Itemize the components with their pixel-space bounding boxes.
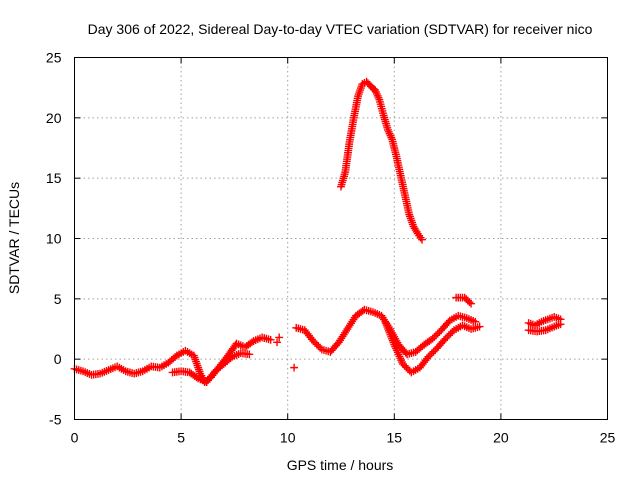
x-tick-label: 25 — [600, 430, 616, 446]
data-point — [467, 299, 475, 308]
y-tick-label: -5 — [49, 412, 62, 428]
data-point — [556, 320, 565, 329]
x-tick-label: 0 — [71, 430, 79, 446]
x-tick-label: 15 — [387, 430, 403, 446]
grid — [74, 57, 608, 420]
y-tick-label: 20 — [46, 110, 62, 126]
x-tick-label: 5 — [177, 430, 185, 446]
x-tick-label: 20 — [493, 430, 509, 446]
data-point — [275, 333, 284, 342]
y-tick-label: 0 — [54, 351, 62, 367]
y-axis-label: SDTVAR / TECUs — [6, 182, 22, 294]
data-point — [290, 363, 298, 372]
data-point — [245, 350, 254, 359]
y-tick-label: 25 — [46, 50, 62, 66]
data-point — [266, 335, 275, 344]
data-points — [70, 77, 565, 386]
y-tick-label: 5 — [54, 291, 62, 307]
data-point — [273, 338, 281, 347]
x-axis-label: GPS time / hours — [287, 457, 394, 473]
y-tick-label: 10 — [46, 231, 62, 247]
data-point — [418, 235, 426, 244]
y-tick-label: 15 — [46, 170, 62, 186]
chart-title: Day 306 of 2022, Sidereal Day-to-day VTE… — [88, 21, 593, 37]
data-point — [475, 322, 484, 331]
axes: 0 5 10 15 20 25 -5 0 5 10 15 20 25 — [46, 50, 616, 446]
x-tick-label: 10 — [280, 430, 296, 446]
